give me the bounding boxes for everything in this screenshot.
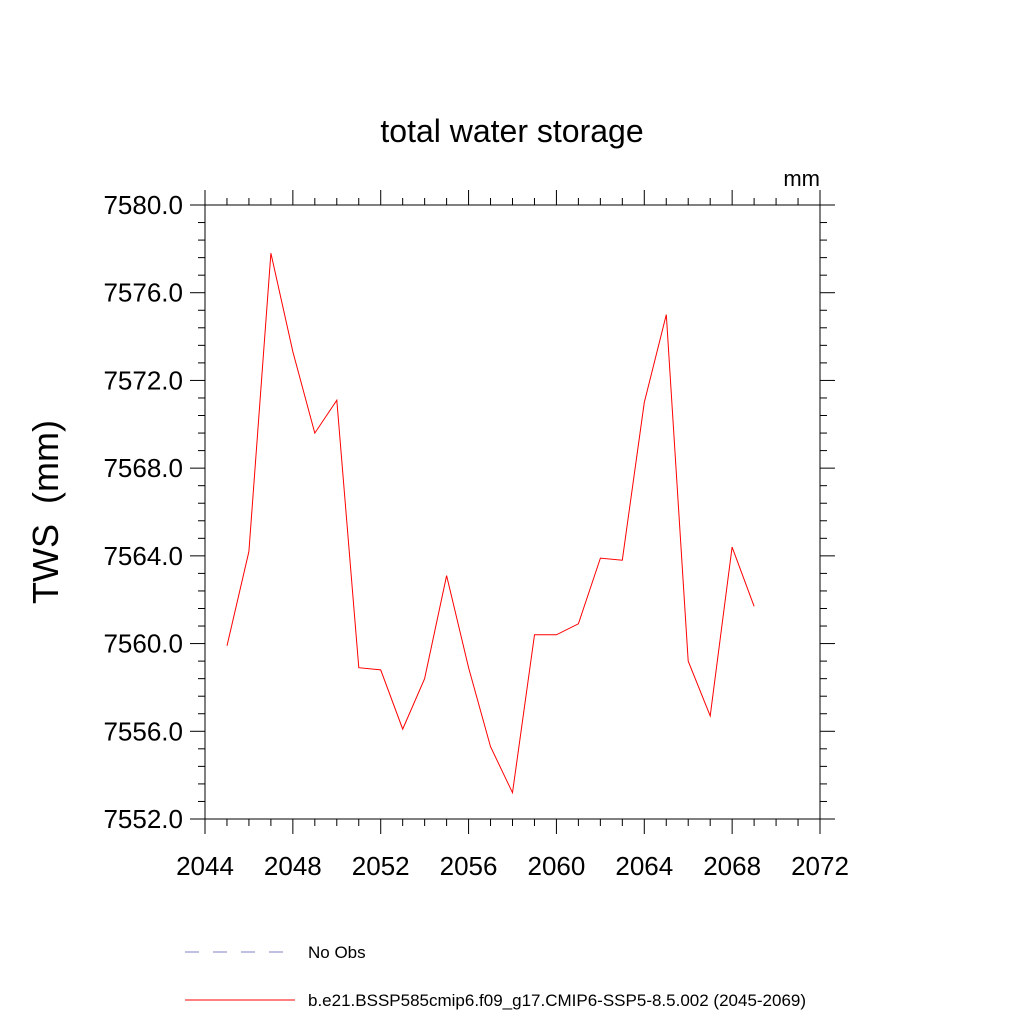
series-layer <box>226 253 755 795</box>
x-tick-label: 2056 <box>440 851 498 881</box>
x-axis-ticks: 2044 2048 2052 2056 2060 2064 2068 2072 <box>176 190 849 881</box>
y-tick-label: 7568.0 <box>103 453 183 483</box>
y-tick-label: 7580.0 <box>103 190 183 220</box>
y-tick-label: 7560.0 <box>103 629 183 659</box>
y-tick-label: 7572.0 <box>103 365 183 395</box>
x-tick-label: 2068 <box>703 851 761 881</box>
series-line-model <box>226 253 755 795</box>
y-tick-label: 7564.0 <box>103 541 183 571</box>
x-tick-label: 2060 <box>528 851 586 881</box>
plot-frame <box>204 204 821 820</box>
units-label: mm <box>783 166 820 191</box>
legend-label-no-obs: No Obs <box>308 943 366 962</box>
x-tick-label: 2052 <box>352 851 410 881</box>
x-tick-label: 2044 <box>176 851 234 881</box>
x-tick-label: 2072 <box>791 851 849 881</box>
chart-title: total water storage <box>380 113 643 149</box>
y-axis-label: TWS (mm) <box>25 420 66 604</box>
x-tick-label: 2048 <box>264 851 322 881</box>
y-axis-ticks: 7552.0 7556.0 7560.0 7564.0 7568.0 7572.0 7576… <box>103 190 835 834</box>
legend: No Obs b.e21.BSSP585cmip6.f09_g17.CMIP6-… <box>185 943 806 1010</box>
y-tick-label: 7556.0 <box>103 716 183 746</box>
x-tick-label: 2064 <box>615 851 673 881</box>
y-tick-label: 7576.0 <box>103 278 183 308</box>
legend-label-model: b.e21.BSSP585cmip6.f09_g17.CMIP6-SSP5-8.… <box>308 991 806 1010</box>
y-tick-label: 7552.0 <box>103 804 183 834</box>
